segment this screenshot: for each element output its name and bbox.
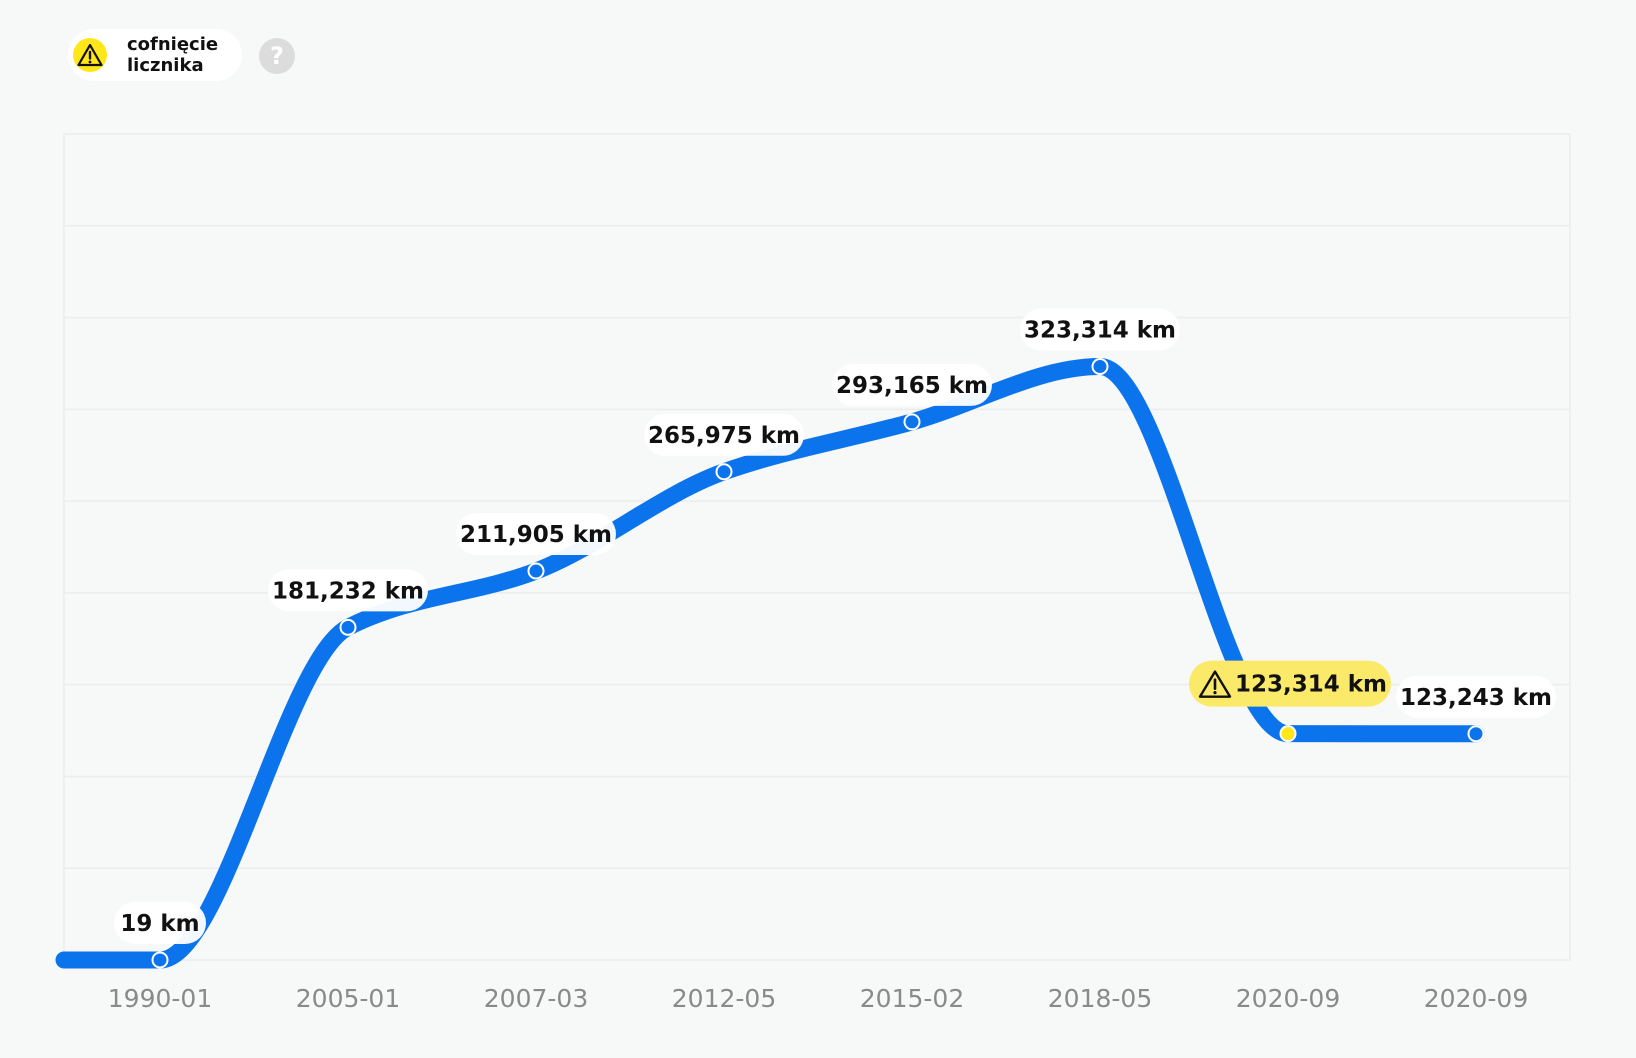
data-label-bg [1020, 308, 1180, 351]
x-tick-label: 2020-09 [1424, 984, 1528, 1013]
data-point [527, 562, 545, 580]
data-point [903, 413, 921, 431]
data-label: 123,314 km [1235, 672, 1387, 698]
legend-label: cofnięcie licznika [127, 34, 219, 76]
warning-point [1279, 725, 1297, 743]
x-tick-label: 2005-01 [296, 984, 400, 1013]
warning-triangle-icon [73, 38, 107, 72]
data-label: 293,165 km [836, 373, 988, 399]
x-tick-label: 2015-02 [860, 984, 964, 1013]
x-tick-label: 2007-03 [484, 984, 588, 1013]
data-label: 181,232 km [272, 578, 424, 604]
data-point [151, 951, 169, 969]
data-label: 123,243 km [1400, 685, 1552, 711]
x-tick-label: 1990-01 [108, 984, 212, 1013]
data-label: 265,975 km [648, 423, 800, 449]
x-axis-ticks: 1990-01 2005-01 2007-03 2012-05 2015-02 2018-… [108, 984, 1528, 1013]
warning-triangle-outline [1198, 670, 1232, 698]
data-point [1467, 725, 1485, 743]
x-tick-label: 2020-09 [1236, 984, 1340, 1013]
warning-triangle-dot [1213, 691, 1217, 695]
data-point [715, 463, 733, 481]
data-label: 19 km [120, 911, 199, 937]
data-label-bg [268, 569, 428, 612]
data-point [339, 618, 357, 636]
data-label-bg [456, 513, 616, 556]
warning-triangle-icon [1198, 670, 1232, 698]
data-label-bg [114, 901, 206, 944]
data-point [1091, 358, 1109, 376]
series-line [55, 358, 1485, 969]
warning-label-bg [1189, 660, 1391, 707]
data-label-bg [832, 363, 992, 406]
x-tick-label: 2018-05 [1048, 984, 1152, 1013]
data-label-bg [1396, 675, 1556, 718]
question-mark-icon: ? [270, 42, 284, 70]
plot-area [63, 133, 1571, 961]
data-labels: 19 km 181,232 km 211,905 km 265,975 km 293,1… [114, 308, 1556, 944]
x-tick-label: 2012-05 [672, 984, 776, 1013]
help-button[interactable]: ? [259, 38, 295, 74]
data-label: 211,905 km [460, 522, 612, 548]
series-mileage [55, 358, 1485, 969]
data-label-bg [644, 413, 804, 456]
data-label: 323,314 km [1024, 318, 1176, 344]
legend-odometer-rollback: cofnięcie licznika [68, 29, 242, 81]
